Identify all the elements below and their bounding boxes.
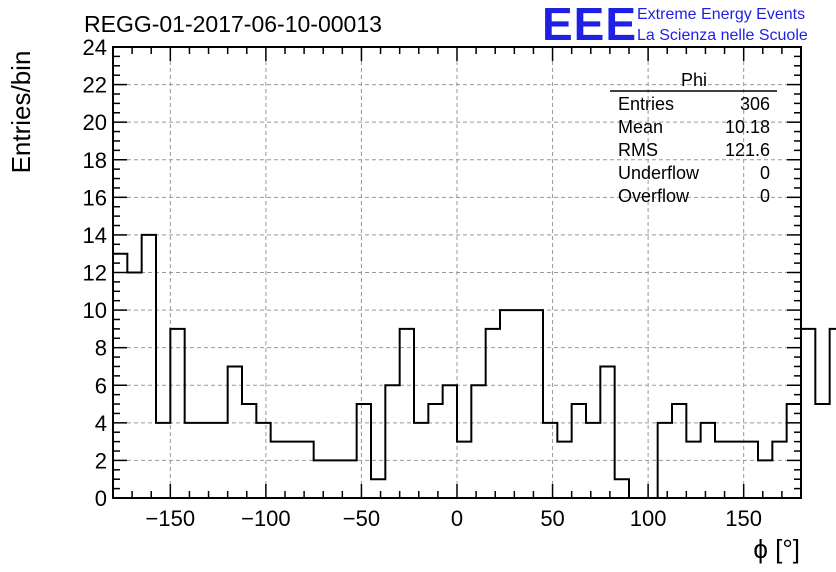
stats-row-value: 306 bbox=[740, 94, 770, 114]
y-tick-label: 4 bbox=[95, 411, 107, 436]
histogram-bin bbox=[830, 329, 836, 498]
eee-logo: EEE Extreme Energy Events La Scienza nel… bbox=[542, 0, 808, 50]
histogram-bin bbox=[744, 442, 758, 498]
stats-box: Phi Entries 306 Mean 10.18 RMS 121.6 Underflow… bbox=[610, 70, 777, 206]
histogram-bin bbox=[457, 442, 471, 498]
histogram-bin bbox=[572, 404, 586, 498]
histogram-bin bbox=[600, 366, 614, 498]
histogram-bin bbox=[314, 460, 328, 498]
histogram-bin bbox=[672, 404, 686, 498]
stats-row-value: 10.18 bbox=[725, 117, 770, 137]
x-tick-label: −100 bbox=[241, 506, 291, 531]
stats-row-label: Overflow bbox=[618, 186, 690, 206]
histogram-bin bbox=[658, 423, 672, 498]
x-tick-label: 100 bbox=[630, 506, 667, 531]
histogram-bin bbox=[400, 329, 414, 498]
histogram-bin bbox=[213, 423, 227, 498]
histogram-bin bbox=[170, 329, 184, 498]
y-tick-label: 24 bbox=[83, 35, 107, 60]
x-tick-label: −50 bbox=[343, 506, 380, 531]
y-tick-label: 8 bbox=[95, 336, 107, 361]
stats-box-title: Phi bbox=[681, 70, 707, 90]
stats-row-label: Entries bbox=[618, 94, 674, 114]
histogram-bin bbox=[156, 423, 170, 498]
logo-line-2: La Scienza nelle Scuole bbox=[637, 27, 808, 44]
histogram-bin bbox=[357, 404, 371, 498]
histogram-bin bbox=[127, 273, 141, 499]
stats-row-value: 0 bbox=[760, 186, 770, 206]
logo-line-1: Extreme Energy Events bbox=[637, 6, 805, 23]
histogram-bin bbox=[500, 310, 514, 498]
histogram-bin bbox=[242, 404, 256, 498]
y-tick-label: 10 bbox=[83, 298, 107, 323]
histogram-bin bbox=[256, 423, 270, 498]
y-tick-label: 22 bbox=[83, 73, 107, 98]
y-axis-title: Entries/bin bbox=[6, 51, 36, 174]
histogram-bin bbox=[729, 442, 743, 498]
chart-title: REGG-01-2017-06-10-00013 bbox=[84, 11, 382, 37]
stats-row-label: RMS bbox=[618, 140, 658, 160]
histogram-bin bbox=[371, 479, 385, 498]
x-tick-label: 0 bbox=[451, 506, 463, 531]
histogram-bin bbox=[328, 460, 342, 498]
histogram-bin bbox=[557, 442, 571, 498]
y-tick-label: 0 bbox=[95, 486, 107, 511]
histogram-bin bbox=[414, 423, 428, 498]
histogram-bin bbox=[342, 460, 356, 498]
histogram-bin bbox=[543, 423, 557, 498]
y-tick-label: 16 bbox=[83, 185, 107, 210]
histogram-bin bbox=[529, 310, 543, 498]
histogram-bin bbox=[428, 404, 442, 498]
histogram-bin bbox=[514, 310, 528, 498]
y-tick-label: 14 bbox=[83, 223, 107, 248]
histogram-bin bbox=[586, 423, 600, 498]
stats-row-label: Mean bbox=[618, 117, 663, 137]
histogram-bin bbox=[299, 442, 313, 498]
histogram-bin bbox=[801, 329, 815, 498]
histogram-bin bbox=[228, 366, 242, 498]
histogram-bin bbox=[385, 385, 399, 498]
x-tick-label: 150 bbox=[725, 506, 762, 531]
histogram-bin bbox=[615, 479, 629, 498]
histogram-bin bbox=[772, 442, 786, 498]
histogram-bin bbox=[815, 404, 829, 498]
histogram-bin bbox=[758, 460, 772, 498]
histogram-bin bbox=[686, 442, 700, 498]
histogram-outline bbox=[113, 233, 836, 499]
y-tick-label: 18 bbox=[83, 148, 107, 173]
histogram-bin bbox=[471, 385, 485, 498]
histogram-bin bbox=[486, 329, 500, 498]
histogram-bin bbox=[185, 423, 199, 498]
y-tick-label: 6 bbox=[95, 373, 107, 398]
x-tick-label: −150 bbox=[146, 506, 196, 531]
histogram-bin bbox=[285, 442, 299, 498]
histogram-bin bbox=[142, 235, 156, 498]
stats-row-label: Underflow bbox=[618, 163, 700, 183]
y-tick-label: 20 bbox=[83, 110, 107, 135]
axis-ticks bbox=[112, 46, 802, 499]
x-axis-title: ϕ [°] bbox=[753, 534, 800, 564]
histogram-bin bbox=[199, 423, 213, 498]
stats-row-value: 121.6 bbox=[725, 140, 770, 160]
y-tick-label: 2 bbox=[95, 448, 107, 473]
histogram-bin bbox=[715, 442, 729, 498]
logo-mark: EEE bbox=[542, 0, 637, 50]
y-tick-label: 12 bbox=[83, 261, 107, 286]
x-tick-label: 50 bbox=[540, 506, 564, 531]
histogram-bin bbox=[271, 442, 285, 498]
histogram-bin bbox=[443, 385, 457, 498]
histogram-bin bbox=[701, 423, 715, 498]
x-tick-labels: −150 −100 −50 0 50 100 150 bbox=[146, 506, 762, 531]
stats-row-value: 0 bbox=[760, 163, 770, 183]
